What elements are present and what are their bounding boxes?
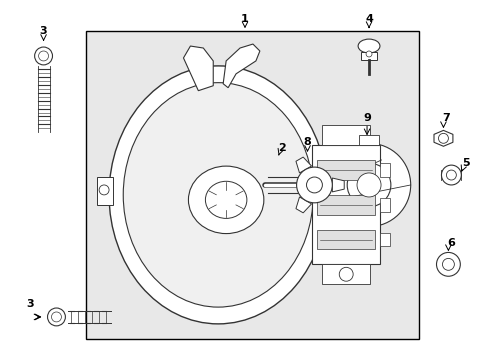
Circle shape [51, 312, 61, 322]
Polygon shape [223, 44, 259, 88]
Circle shape [442, 258, 453, 270]
Text: 3: 3 [26, 299, 33, 309]
Polygon shape [295, 157, 311, 173]
Ellipse shape [109, 66, 326, 324]
Text: 5: 5 [462, 158, 469, 168]
FancyBboxPatch shape [360, 52, 376, 60]
FancyBboxPatch shape [86, 31, 418, 339]
FancyBboxPatch shape [317, 160, 374, 180]
Circle shape [441, 165, 460, 185]
Circle shape [35, 47, 52, 65]
Text: 4: 4 [365, 14, 372, 24]
Circle shape [438, 133, 447, 143]
Circle shape [326, 143, 410, 227]
Ellipse shape [357, 39, 379, 53]
FancyBboxPatch shape [379, 233, 389, 247]
Circle shape [436, 252, 459, 276]
Text: 3: 3 [40, 26, 47, 36]
Circle shape [446, 170, 455, 180]
FancyBboxPatch shape [379, 163, 389, 177]
Polygon shape [433, 130, 452, 146]
Circle shape [306, 177, 322, 193]
Circle shape [339, 267, 352, 281]
FancyBboxPatch shape [312, 145, 379, 264]
Polygon shape [332, 178, 344, 192]
Text: 9: 9 [363, 113, 370, 123]
Circle shape [39, 51, 48, 61]
Circle shape [47, 308, 65, 326]
FancyBboxPatch shape [322, 125, 369, 145]
FancyBboxPatch shape [358, 135, 378, 145]
Circle shape [346, 163, 390, 207]
Circle shape [356, 173, 380, 197]
Polygon shape [183, 46, 213, 91]
FancyBboxPatch shape [317, 195, 374, 215]
Ellipse shape [188, 166, 264, 234]
FancyBboxPatch shape [322, 264, 369, 284]
Circle shape [366, 51, 371, 57]
Circle shape [296, 167, 332, 203]
Text: 1: 1 [241, 14, 248, 24]
Text: 7: 7 [442, 113, 449, 123]
Text: 6: 6 [447, 238, 454, 248]
Text: 8: 8 [303, 137, 311, 147]
Ellipse shape [123, 83, 312, 307]
Polygon shape [295, 197, 311, 213]
Text: 2: 2 [277, 143, 285, 153]
FancyBboxPatch shape [379, 198, 389, 212]
Circle shape [99, 185, 109, 195]
FancyBboxPatch shape [97, 177, 113, 205]
Ellipse shape [205, 181, 246, 219]
FancyBboxPatch shape [317, 230, 374, 249]
